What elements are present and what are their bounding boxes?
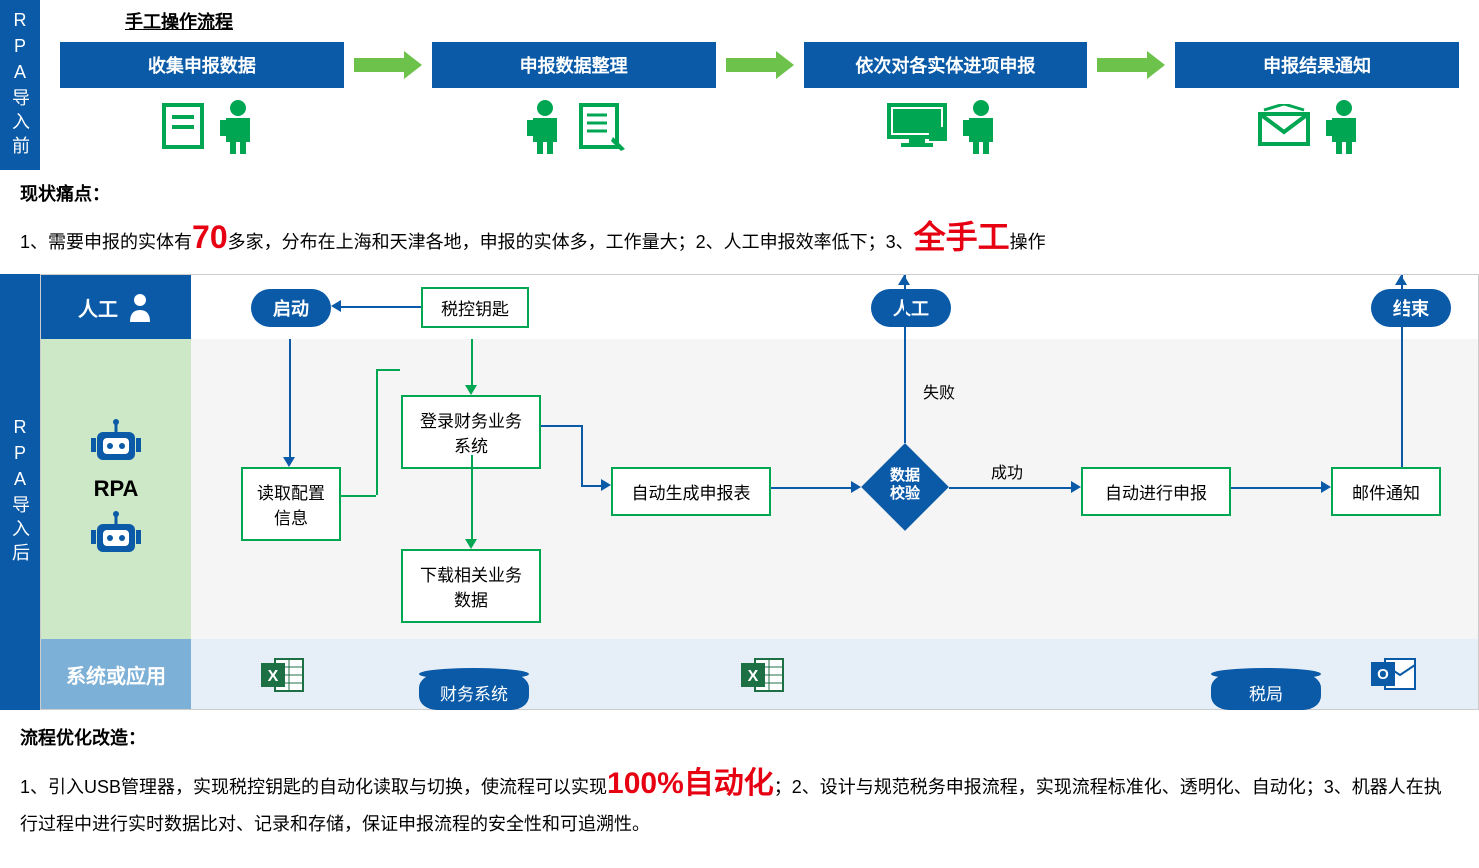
- manual-flow-title: 手工操作流程: [125, 8, 1459, 34]
- person-icon: [218, 98, 258, 154]
- highlight-70: 70: [192, 219, 228, 255]
- lane-sys-label: 系统或应用: [41, 639, 191, 709]
- arrow-icon: [726, 51, 794, 79]
- step3-icons: [794, 98, 1093, 154]
- node-gen: 自动生成申报表: [611, 467, 771, 516]
- edge-ok: 成功: [991, 459, 1023, 483]
- node-end: 结束: [1371, 289, 1451, 327]
- highlight-100: 100%自动化: [607, 767, 774, 800]
- pain-points: 现状痛点： 1、需要申报的实体有70多家，分布在上海和天津各地，申报的实体多，工…: [0, 170, 1479, 268]
- step-4: 申报结果通知: [1175, 42, 1459, 88]
- node-start: 启动: [251, 289, 331, 327]
- svg-text:X: X: [268, 668, 279, 685]
- lane-sys-body: X 财务系统 X 税局 O: [191, 639, 1478, 709]
- robot-icon: [89, 418, 143, 468]
- document-icon: [160, 101, 206, 151]
- person-white-icon: [126, 292, 154, 322]
- excel-icon: X: [741, 655, 785, 695]
- step-3: 依次对各实体进项申报: [804, 42, 1088, 88]
- optim-text: 1、引入USB管理器，实现税控钥匙的自动化读取与切换，使流程可以实现100%自动…: [20, 758, 1459, 840]
- optim-title: 流程优化改造：: [20, 724, 1459, 750]
- node-key: 税控钥匙: [421, 287, 529, 328]
- manual-flow-row: 收集申报数据 申报数据整理 依次对各实体进项申报 申报结果通知: [60, 42, 1459, 88]
- before-vlabel: RPA导入前: [0, 0, 40, 170]
- pain-text: 1、需要申报的实体有70多家，分布在上海和天津各地，申报的实体多，工作量大；2、…: [20, 212, 1459, 258]
- lane-rpa-label: RPA: [41, 339, 191, 639]
- step-2: 申报数据整理: [432, 42, 716, 88]
- step4-icons: [1160, 98, 1459, 154]
- lane-rpa-body: 读取配置信息 登录财务业务系统 下载相关业务数据: [191, 339, 1478, 639]
- svg-text:O: O: [1377, 666, 1389, 683]
- node-declare: 自动进行申报: [1081, 467, 1231, 516]
- outlook-icon: O: [1371, 655, 1417, 693]
- person-icon: [961, 98, 1001, 154]
- edit-doc-icon: [577, 101, 627, 151]
- after-vlabel: RPA导入后: [0, 274, 40, 710]
- step-1: 收集申报数据: [60, 42, 344, 88]
- node-mail: 邮件通知: [1331, 467, 1441, 516]
- edge-fail: 失败: [923, 379, 955, 403]
- node-config: 读取配置信息: [241, 467, 341, 541]
- computer-icon: [885, 101, 949, 151]
- mail-icon: [1256, 104, 1312, 148]
- sys-finance: 财务系统: [419, 674, 529, 710]
- sys-tax: 税局: [1211, 674, 1321, 710]
- lane-manual-body: 启动 税控钥匙 人工 结束: [191, 275, 1478, 339]
- highlight-manual: 全手工: [914, 219, 1010, 255]
- pain-title: 现状痛点：: [20, 180, 1459, 206]
- optimization: 流程优化改造： 1、引入USB管理器，实现税控钥匙的自动化读取与切换，使流程可以…: [0, 710, 1479, 860]
- svg-text:X: X: [748, 668, 759, 685]
- arrow-icon: [1097, 51, 1165, 79]
- robot-icon: [89, 510, 143, 560]
- person-icon: [1324, 98, 1364, 154]
- node-check: 数据校验: [861, 443, 949, 531]
- swimlanes: 人工 启动 税控钥匙 人工 结束 RPA: [40, 274, 1479, 710]
- person-icon: [525, 98, 565, 154]
- step2-icons: [427, 98, 726, 154]
- before-rpa-section: RPA导入前 手工操作流程 收集申报数据 申报数据整理 依次对各实体进项申报 申…: [0, 0, 1479, 170]
- arrow-icon: [354, 51, 422, 79]
- node-manual2: 人工: [871, 289, 951, 327]
- excel-icon: X: [261, 655, 305, 695]
- after-rpa-section: RPA导入后 人工 启动 税控钥匙 人工 结束: [0, 274, 1479, 710]
- step1-icons: [60, 98, 359, 154]
- node-download: 下载相关业务数据: [401, 549, 541, 623]
- lane-manual-label: 人工: [41, 275, 191, 339]
